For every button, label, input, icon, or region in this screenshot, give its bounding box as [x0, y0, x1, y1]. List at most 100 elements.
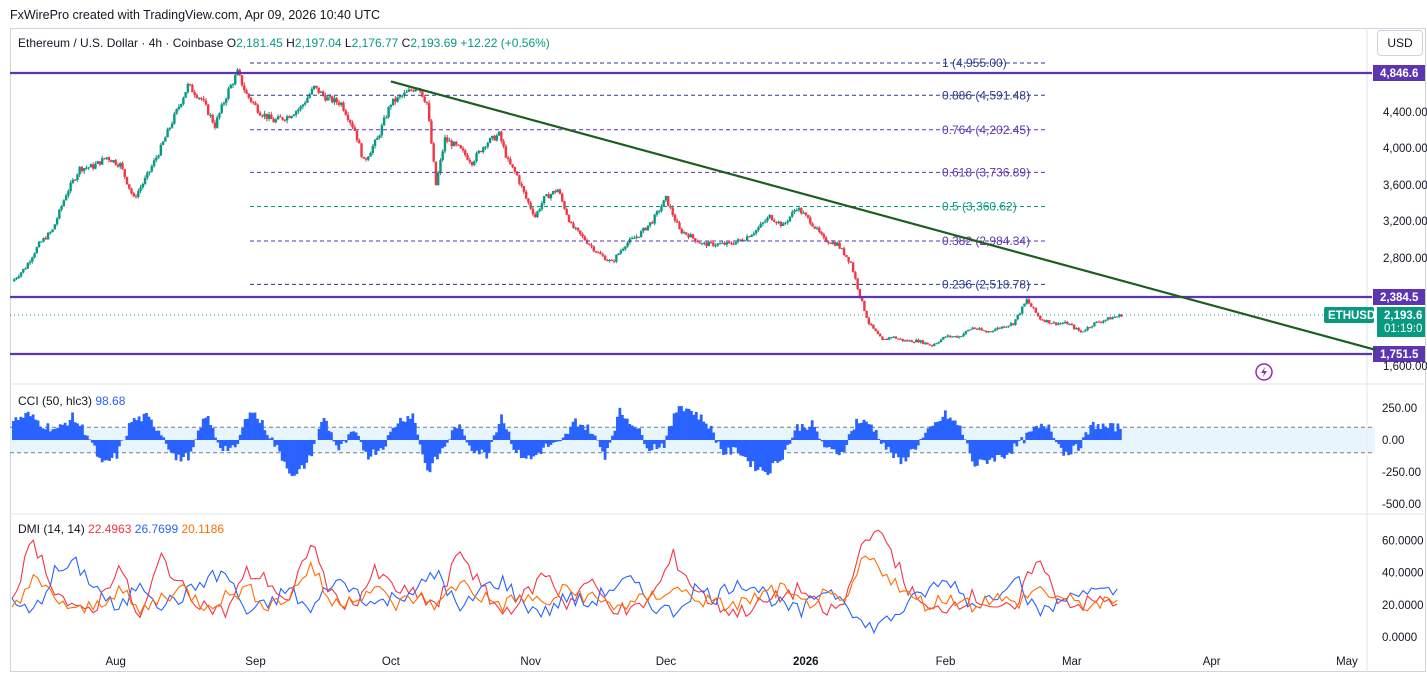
candle-body [930, 344, 934, 346]
cci-bar [961, 434, 964, 440]
dmi-legend[interactable]: DMI (14, 14) 22.4963 26.7699 20.1186 [18, 522, 224, 536]
cci-bar [90, 440, 94, 443]
candle-body [899, 338, 902, 340]
candle-body [482, 147, 485, 153]
candle-body [716, 243, 720, 246]
cci-bar [556, 440, 560, 442]
candle-body [515, 171, 519, 176]
cci-bar [951, 420, 955, 440]
cci-bar [1017, 440, 1021, 441]
candle-body [540, 203, 544, 210]
candle-body [1014, 319, 1017, 325]
cci-bar [460, 429, 464, 440]
candle-body [612, 260, 616, 262]
cci-bar [588, 433, 592, 440]
candle-body [412, 90, 415, 92]
cci-bar [1015, 440, 1019, 447]
cci-bar [522, 440, 526, 458]
cci-bar [798, 430, 802, 440]
candle-body [110, 160, 113, 163]
cci-bar [453, 427, 457, 440]
candle-body [779, 221, 783, 227]
currency-button[interactable]: USD [1377, 30, 1423, 56]
candle-body [984, 331, 988, 333]
cci-bar [741, 440, 745, 457]
cci-bar [505, 429, 508, 440]
cci-bar [1032, 426, 1036, 440]
cci-bar [278, 440, 282, 452]
candle-body [60, 206, 63, 210]
candle-body [682, 232, 686, 234]
candle-body [101, 158, 104, 165]
cci-bar [1054, 440, 1058, 442]
cci-bar [125, 435, 129, 440]
cci-bar [475, 440, 479, 451]
cci-bar [1099, 429, 1103, 440]
cci-bar [892, 440, 895, 458]
dmi-axis-tick: 0.0000 [1382, 632, 1417, 644]
cci-bar [571, 421, 575, 440]
candle-body [1070, 324, 1074, 326]
candle-body [811, 223, 814, 227]
cci-bar [751, 440, 755, 462]
cci-bar [497, 424, 501, 440]
candle-body [425, 101, 429, 104]
cci-bar [628, 424, 632, 440]
cci-legend[interactable]: CCI (50, hlc3) 98.68 [18, 394, 125, 408]
open-label: O [226, 36, 237, 50]
candle-body [1072, 324, 1076, 329]
candle-body [89, 164, 93, 168]
cci-bar [421, 440, 425, 455]
candle-body [349, 119, 352, 123]
cci-bar [1003, 440, 1006, 459]
cci-bar [492, 435, 496, 440]
cci-bar [233, 440, 237, 448]
candle-body [303, 102, 307, 105]
cci-bar [699, 414, 703, 440]
cci-value: 98.68 [95, 394, 126, 408]
candle-body [915, 339, 918, 343]
symbol-legend: Ethereum / U.S. Dollar · 4h · Coinbase O… [18, 36, 550, 50]
candle-body [121, 163, 124, 169]
candle-body [369, 153, 372, 157]
candle-body [1108, 317, 1112, 320]
last-price-value: 2,193.6 [1384, 310, 1422, 322]
candle-body [561, 193, 564, 202]
candle-body [240, 75, 244, 86]
candle-body [209, 114, 212, 116]
cci-bar [879, 440, 883, 444]
cci-bar [391, 427, 395, 440]
candle-body [910, 340, 913, 343]
cci-bar [837, 440, 841, 456]
candle-body [520, 183, 523, 187]
candle-body [694, 238, 697, 242]
cci-bar [362, 440, 365, 451]
candle-body [130, 188, 133, 194]
cci-bar [354, 432, 358, 440]
time-axis-label: Aug [105, 656, 125, 668]
fib-label: 0.236 (2,518.78) [942, 277, 1030, 291]
cci-bar [640, 435, 644, 440]
candle-body [743, 240, 747, 242]
candle-body [558, 189, 562, 194]
candle-body [441, 151, 444, 161]
candle-body [793, 210, 796, 213]
candle-body [443, 137, 447, 152]
candle-body [225, 98, 228, 103]
candle-body [173, 113, 176, 124]
price-axis-tick: 3,600.00 [1383, 180, 1427, 192]
cci-bar [549, 440, 553, 445]
cci-bar [317, 428, 321, 440]
candle-body [479, 150, 483, 153]
cci-bar [800, 424, 804, 440]
cci-bar [334, 440, 338, 446]
candle-body [87, 167, 90, 169]
cci-bar [371, 440, 375, 450]
cci-bar [665, 435, 669, 440]
symbol-name[interactable]: Ethereum / U.S. Dollar · 4h · Coinbase [18, 36, 224, 50]
cci-bar [805, 429, 809, 440]
cci-bar [1008, 440, 1011, 453]
candle-body [326, 97, 329, 101]
cci-bar [712, 432, 715, 440]
candle-body [385, 117, 388, 119]
